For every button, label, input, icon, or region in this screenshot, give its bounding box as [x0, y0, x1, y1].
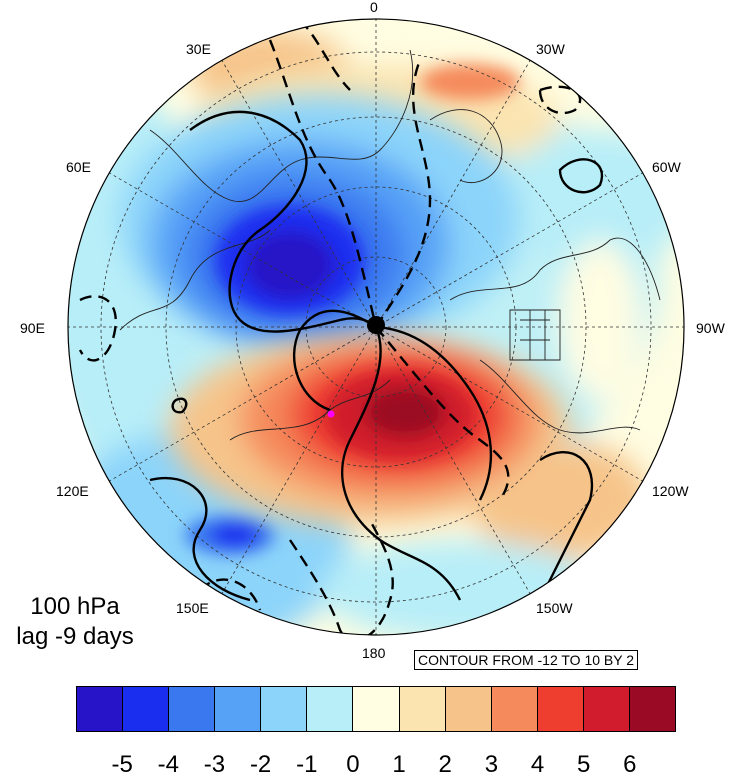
colorbar-tick-label: -1: [296, 751, 318, 778]
graticule: [68, 19, 684, 635]
lon-label-0: 0: [370, 0, 378, 15]
colorbar-box: [123, 687, 170, 731]
lon-label-90e: 90E: [20, 320, 45, 336]
colorbar-tick-label: 3: [484, 751, 499, 778]
colorbar-box: [215, 687, 262, 731]
colorbar-tick-label: 0: [346, 751, 360, 778]
colorbar-box: [399, 687, 446, 731]
colorbar-tick-label: -5: [111, 751, 133, 778]
pressure-level-label: 100 hPa: [30, 593, 120, 620]
colorbar-tick-label: 5: [577, 751, 591, 778]
colorbar-box: [583, 687, 630, 731]
anomaly-field: [68, 19, 684, 635]
colorbar-tick-label: -3: [203, 751, 226, 778]
colorbar-tick-label: -4: [157, 751, 179, 778]
lag-label: lag -9 days: [16, 623, 134, 650]
colorbar-box: [169, 687, 216, 731]
lon-label-180: 180: [362, 645, 386, 661]
colorbar-box: [629, 687, 676, 731]
colorbar-tick-label: -2: [249, 751, 272, 778]
lon-label-150e: 150E: [176, 600, 209, 616]
plot-title: 100 hPa lag -9 days: [0, 592, 150, 652]
colorbar-box: [445, 687, 492, 731]
colorbar-tick-label: 2: [438, 751, 452, 778]
colorbar-tick-label: 1: [392, 751, 406, 778]
contour-info-box: CONTOUR FROM -12 TO 10 BY 2: [414, 650, 639, 670]
lon-label-150w: 150W: [536, 600, 573, 616]
colorbar-box: [537, 687, 584, 731]
colorbar-tick-label: 4: [530, 751, 545, 778]
colorbar-tick-label: 6: [623, 751, 637, 778]
lon-label-120e: 120E: [56, 483, 89, 499]
lon-label-30w: 30W: [536, 41, 565, 57]
colorbar-box: [353, 687, 400, 731]
colorbar-box: [307, 687, 354, 731]
colorbar-box: [261, 687, 308, 731]
lon-label-30e: 30E: [186, 41, 211, 57]
colorbar: [76, 686, 676, 732]
colorbar-box: [491, 687, 538, 731]
colorbar-box: [77, 687, 124, 731]
lon-label-60e: 60E: [66, 159, 91, 175]
lon-label-120w: 120W: [652, 483, 689, 499]
lon-label-90w: 90W: [696, 320, 725, 336]
contours-positive: [149, 110, 604, 602]
lon-label-60w: 60W: [652, 159, 681, 175]
map-border: [67, 18, 685, 636]
